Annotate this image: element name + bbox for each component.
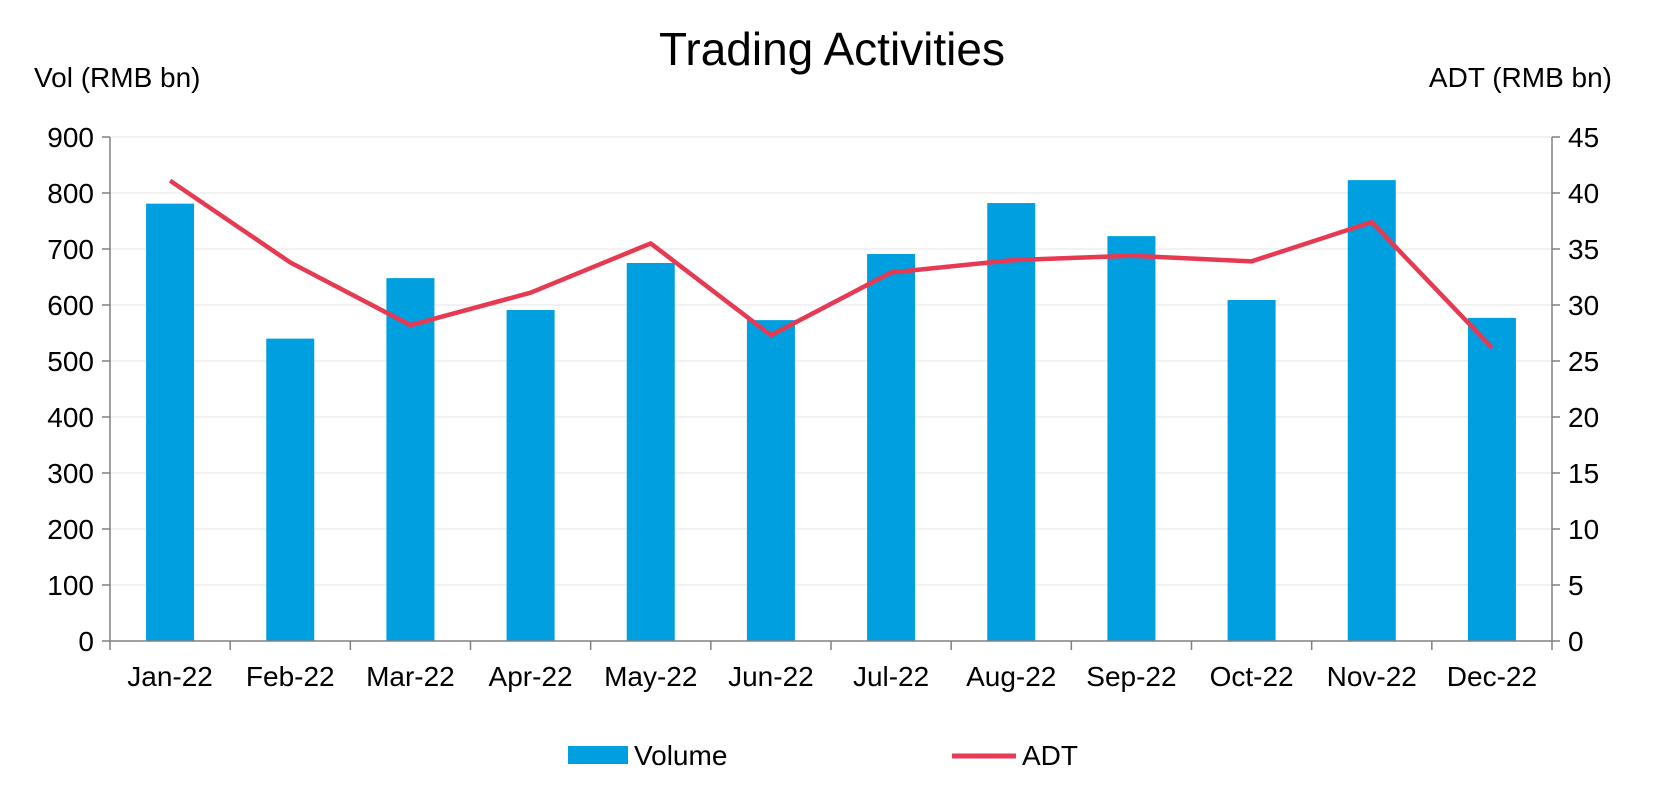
left-tick-label: 600 [47, 290, 94, 321]
left-tick-label: 500 [47, 346, 94, 377]
volume-bar [1107, 236, 1155, 641]
gridlines [110, 137, 1552, 585]
volume-bar [627, 263, 675, 641]
adt-line [170, 181, 1492, 348]
volume-bar [1228, 300, 1276, 641]
adt-line-group [170, 181, 1492, 348]
x-tick-label: Dec-22 [1447, 661, 1537, 692]
volume-bar [1348, 180, 1396, 641]
volume-bar [386, 278, 434, 641]
left-tick-label: 700 [47, 234, 94, 265]
right-tick-label: 20 [1568, 402, 1599, 433]
right-tick-label: 25 [1568, 346, 1599, 377]
volume-bar [987, 203, 1035, 641]
x-tick-label: Sep-22 [1086, 661, 1176, 692]
right-axis-label: ADT (RMB bn) [1429, 62, 1612, 93]
left-tick-label: 200 [47, 514, 94, 545]
x-tick-label: Jan-22 [127, 661, 213, 692]
legend-adt-label: ADT [1022, 740, 1078, 771]
right-tick-label: 0 [1568, 626, 1584, 657]
x-tick-label: Mar-22 [366, 661, 455, 692]
right-tick-label: 40 [1568, 178, 1599, 209]
x-tick-label: Apr-22 [489, 661, 573, 692]
volume-bar [146, 204, 194, 641]
x-tick-label: May-22 [604, 661, 697, 692]
x-tick-label: Aug-22 [966, 661, 1056, 692]
legend: Volume ADT [568, 740, 1078, 771]
volume-bar [747, 320, 795, 641]
left-axis-label: Vol (RMB bn) [34, 62, 201, 93]
x-tick-label: Nov-22 [1327, 661, 1417, 692]
right-tick-label: 10 [1568, 514, 1599, 545]
left-tick-label: 800 [47, 178, 94, 209]
volume-bar [507, 310, 555, 641]
volume-bar [266, 339, 314, 641]
legend-volume-label: Volume [634, 740, 727, 771]
right-tick-label: 45 [1568, 122, 1599, 153]
x-tick-label: Jul-22 [853, 661, 929, 692]
legend-volume-swatch [568, 746, 628, 764]
x-tick-label: Feb-22 [246, 661, 335, 692]
chart-title: Trading Activities [659, 23, 1005, 75]
left-tick-label: 100 [47, 570, 94, 601]
x-tick-label: Jun-22 [728, 661, 814, 692]
left-tick-label: 400 [47, 402, 94, 433]
left-tick-label: 0 [78, 626, 94, 657]
right-tick-label: 30 [1568, 290, 1599, 321]
left-tick-label: 300 [47, 458, 94, 489]
right-tick-label: 5 [1568, 570, 1584, 601]
volume-bar [1468, 318, 1516, 641]
left-tick-label: 900 [47, 122, 94, 153]
x-tick-label: Oct-22 [1210, 661, 1294, 692]
volume-bar [867, 254, 915, 641]
right-tick-label: 15 [1568, 458, 1599, 489]
right-tick-label: 35 [1568, 234, 1599, 265]
